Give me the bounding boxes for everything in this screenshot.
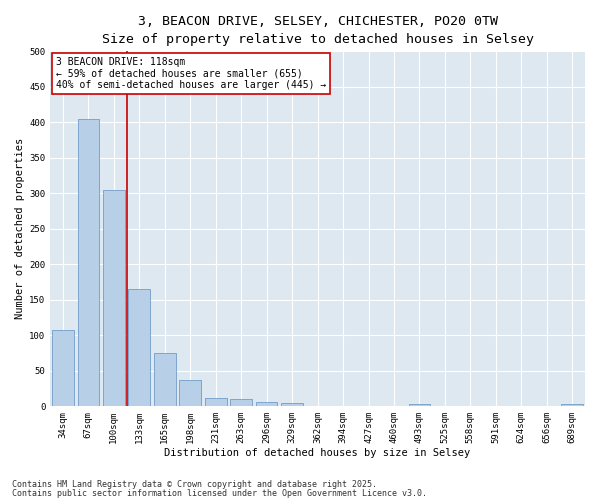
Bar <box>154 353 176 406</box>
X-axis label: Distribution of detached houses by size in Selsey: Distribution of detached houses by size … <box>164 448 471 458</box>
Y-axis label: Number of detached properties: Number of detached properties <box>15 138 25 320</box>
Bar <box>103 190 125 406</box>
Bar <box>128 289 150 406</box>
Bar <box>205 398 227 406</box>
Bar <box>77 119 99 406</box>
Bar <box>256 402 277 406</box>
Bar <box>281 404 303 406</box>
Title: 3, BEACON DRIVE, SELSEY, CHICHESTER, PO20 0TW
Size of property relative to detac: 3, BEACON DRIVE, SELSEY, CHICHESTER, PO2… <box>101 15 533 46</box>
Bar <box>52 330 74 406</box>
Text: Contains HM Land Registry data © Crown copyright and database right 2025.: Contains HM Land Registry data © Crown c… <box>12 480 377 489</box>
Bar <box>230 399 252 406</box>
Bar <box>562 404 583 406</box>
Bar <box>409 404 430 406</box>
Text: 3 BEACON DRIVE: 118sqm
← 59% of detached houses are smaller (655)
40% of semi-de: 3 BEACON DRIVE: 118sqm ← 59% of detached… <box>56 56 326 90</box>
Text: Contains public sector information licensed under the Open Government Licence v3: Contains public sector information licen… <box>12 489 427 498</box>
Bar <box>179 380 201 406</box>
